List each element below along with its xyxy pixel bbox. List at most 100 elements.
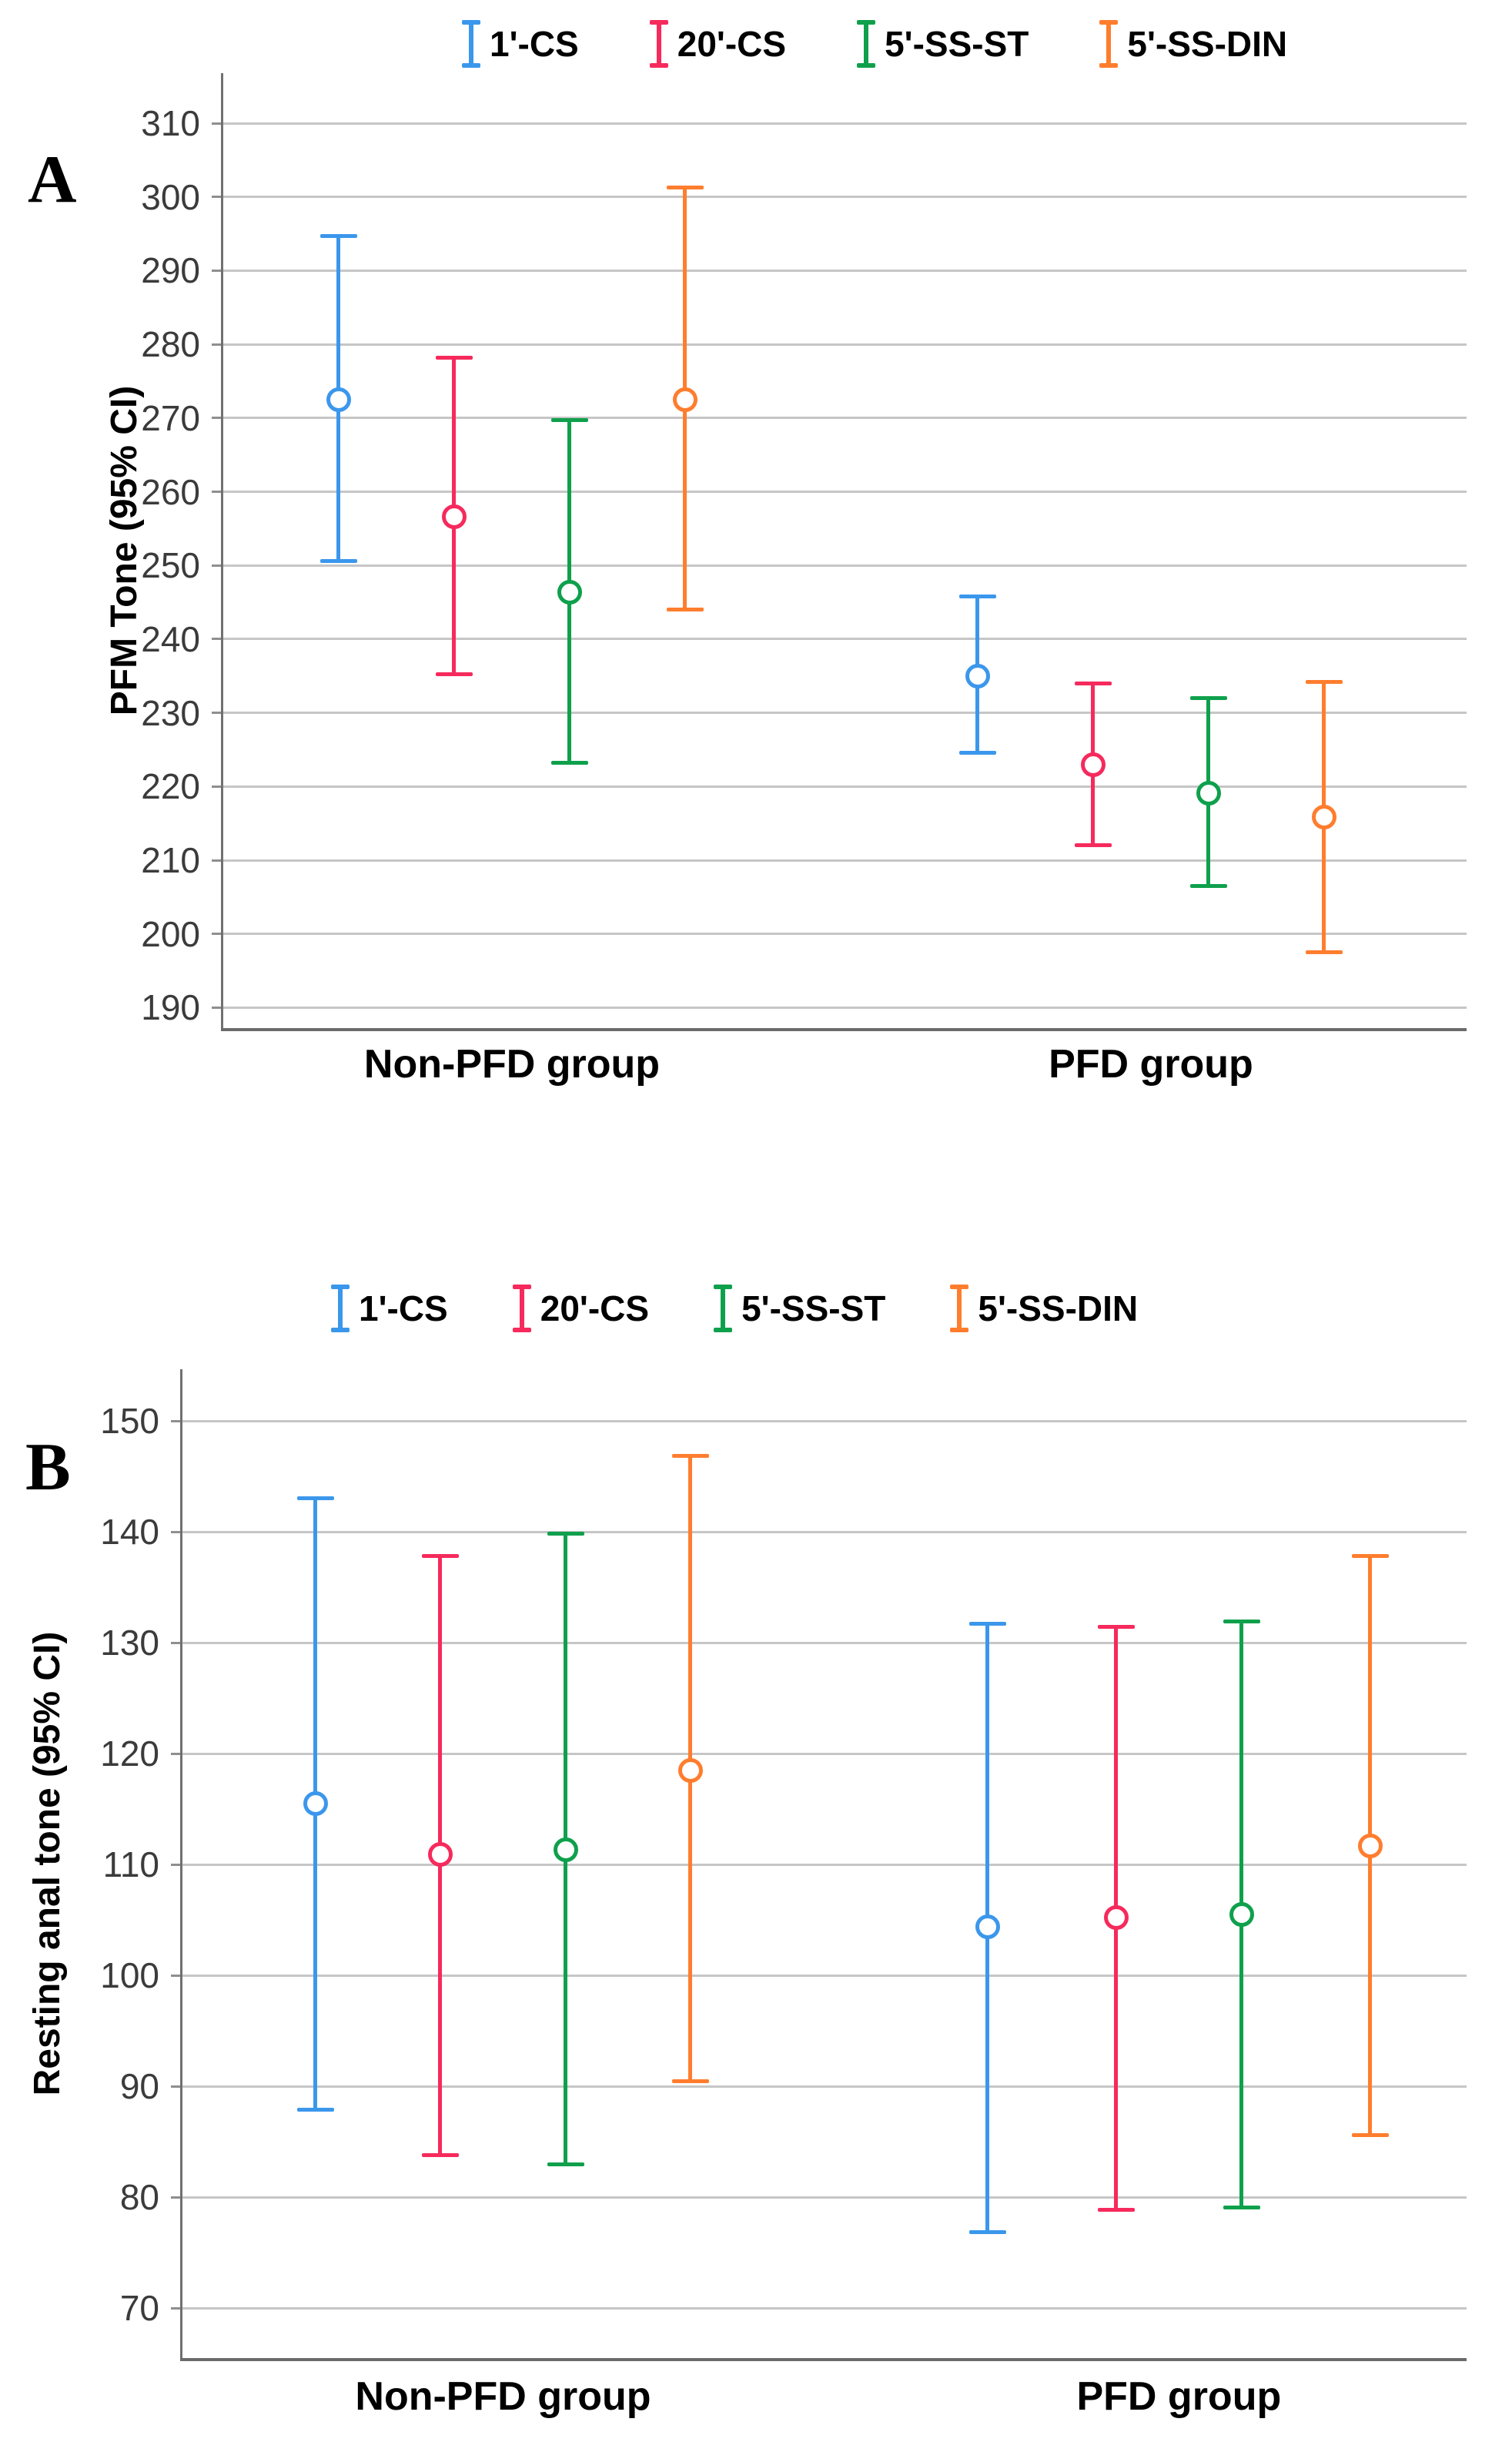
ci-lower-cap <box>1190 884 1228 889</box>
ci-upper-cap <box>436 356 473 360</box>
gridline <box>182 1641 1467 1644</box>
mean-marker <box>965 663 990 688</box>
gridline <box>223 1006 1467 1009</box>
y-tick-mark <box>212 712 223 715</box>
legend-label: 5'-SS-ST <box>741 1288 886 1328</box>
ci-lower-cap <box>666 608 704 612</box>
y-tick-mark <box>212 1006 223 1009</box>
legend-stem <box>957 1285 962 1332</box>
y-tick-label: 130 <box>100 1623 159 1663</box>
legend-label: 5'-SS-ST <box>885 24 1029 64</box>
legend-panel-a: 1'-CS 20'-CS 5'-SS-ST 5'-SS-DIN <box>462 20 1287 68</box>
x-category-label: PFD group <box>1049 1042 1253 1087</box>
y-tick-mark <box>212 122 223 125</box>
y-tick-label: 250 <box>141 545 200 586</box>
legend-cap-top <box>331 1285 350 1289</box>
error-bar <box>296 1496 334 2112</box>
y-tick-mark <box>171 1641 182 1644</box>
y-tick-label: 280 <box>141 324 200 365</box>
y-tick-mark <box>212 417 223 420</box>
ci-lower-cap <box>1305 950 1343 954</box>
y-tick-mark <box>212 933 223 936</box>
error-bar <box>320 233 358 564</box>
gridline <box>182 1530 1467 1533</box>
legend-cap-top <box>714 1285 733 1289</box>
panel-letter-b: B <box>25 1430 71 1505</box>
gridline <box>223 933 1467 936</box>
y-tick-label: 210 <box>141 840 200 880</box>
ci-lower-cap <box>968 2229 1006 2234</box>
y-tick-mark <box>212 196 223 199</box>
legend-stem <box>721 1285 726 1332</box>
legend-cap-top <box>649 20 668 25</box>
legend-cap-top <box>1099 20 1119 25</box>
error-bar <box>968 1621 1006 2234</box>
y-axis-line <box>180 1369 182 2358</box>
legend-label: 1'-CS <box>490 24 579 64</box>
legend-label: 20'-CS <box>677 24 787 64</box>
legend-stem <box>519 1285 524 1332</box>
gridline <box>182 2306 1467 2310</box>
x-category-label: PFD group <box>1076 2374 1282 2419</box>
legend-stem <box>656 20 661 68</box>
ci-lower-cap <box>436 672 473 676</box>
mean-marker <box>442 504 467 530</box>
legend-item-1-cs: 1'-CS <box>331 1285 448 1332</box>
mean-marker <box>672 387 697 412</box>
y-tick-mark <box>212 343 223 346</box>
gridline <box>223 491 1467 493</box>
gridline <box>223 343 1467 346</box>
legend-item-5-ss-din: 5'-SS-DIN <box>950 1285 1138 1332</box>
mean-marker <box>678 1757 704 1783</box>
mean-marker <box>557 579 582 605</box>
mean-marker <box>326 387 352 412</box>
legend-cap-bottom <box>857 63 876 68</box>
legend-cap-bottom <box>1099 63 1119 68</box>
error-bar <box>1075 682 1112 847</box>
ci-upper-cap <box>547 1532 585 1536</box>
error-bar <box>436 356 473 676</box>
ci-lower-cap <box>1223 2205 1261 2209</box>
legend-item-20-cs: 20'-CS <box>649 20 787 68</box>
legend-item-5-ss-din: 5'-SS-DIN <box>1099 20 1287 68</box>
legend-label: 1'-CS <box>359 1288 448 1328</box>
gridline <box>223 417 1467 420</box>
gridline <box>223 638 1467 641</box>
ci-lower-cap <box>672 2079 710 2083</box>
y-tick-mark <box>171 2306 182 2310</box>
ci-upper-cap <box>968 1621 1006 1626</box>
mean-marker <box>427 1842 453 1868</box>
errorbar-legend-icon <box>462 20 480 68</box>
errorbar-legend-icon <box>1099 20 1119 68</box>
mean-marker <box>1311 805 1336 830</box>
legend-cap-bottom <box>714 1328 733 1332</box>
legend-cap-bottom <box>950 1328 969 1332</box>
ci-upper-cap <box>672 1454 710 1459</box>
mean-marker <box>303 1790 328 1816</box>
y-tick-label: 90 <box>119 2066 159 2106</box>
legend-cap-bottom <box>462 63 480 68</box>
mean-marker <box>1357 1833 1383 1858</box>
ci-upper-cap <box>421 1553 459 1558</box>
ci-upper-cap <box>1075 682 1112 686</box>
y-tick-mark <box>171 2196 182 2199</box>
y-tick-label: 190 <box>141 987 200 1028</box>
y-axis-line <box>221 73 223 1028</box>
error-bar <box>672 1454 710 2083</box>
y-tick-mark <box>212 564 223 567</box>
x-category-label: Non-PFD group <box>355 2374 651 2419</box>
error-bar <box>1097 1624 1135 2212</box>
error-bar <box>550 417 588 765</box>
ci-upper-cap <box>296 1496 334 1500</box>
gridline <box>182 1752 1467 1755</box>
error-bar <box>547 1532 585 2166</box>
errorbar-legend-icon <box>857 20 876 68</box>
y-tick-mark <box>212 859 223 862</box>
panel-letter-a: A <box>28 142 77 217</box>
gridline <box>223 564 1467 567</box>
y-tick-mark <box>171 1530 182 1533</box>
legend-cap-top <box>462 20 480 25</box>
ci-lower-cap <box>421 2153 459 2158</box>
gridline <box>223 122 1467 125</box>
ci-upper-cap <box>1097 1624 1135 1629</box>
